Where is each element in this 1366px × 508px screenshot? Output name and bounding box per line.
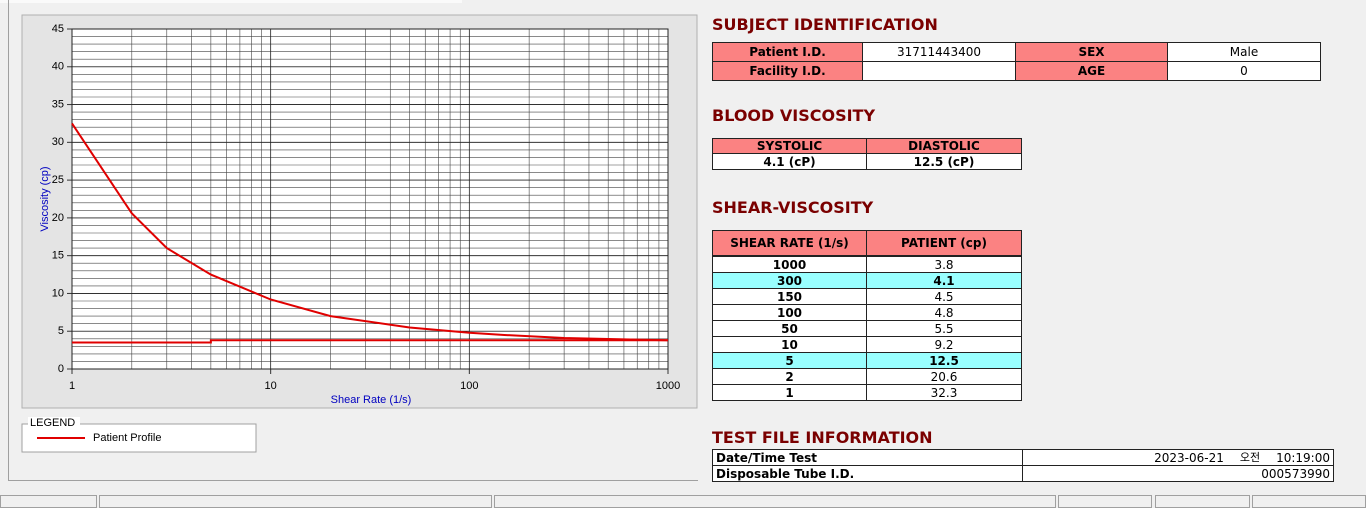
patient-viscosity: 5.5 <box>866 320 1022 337</box>
shear-rate: 1000 <box>712 256 867 273</box>
viscosity-value: 4.1 (cP) <box>712 153 867 170</box>
x-tick-label: 10 <box>265 380 277 392</box>
y-tick-label: 25 <box>52 174 64 186</box>
status-segment <box>1252 495 1366 508</box>
y-tick-label: 10 <box>52 287 64 299</box>
frame-left <box>8 0 9 481</box>
patient-viscosity: 32.3 <box>866 384 1022 401</box>
shear-rate: 50 <box>712 320 867 337</box>
section-title: SUBJECT IDENTIFICATION <box>712 15 938 34</box>
series-line <box>72 339 668 344</box>
column-header: SHEAR RATE (1/s) <box>712 230 867 256</box>
patient-viscosity: 4.5 <box>866 288 1022 305</box>
status-segment <box>494 495 1056 508</box>
y-tick-label: 35 <box>52 98 64 110</box>
shear-rate: 300 <box>712 272 867 289</box>
shear-rate: 1 <box>712 384 867 401</box>
value-meridiem: 오전 <box>1239 450 1261 464</box>
field-value <box>862 61 1016 81</box>
value-value: 000573990 <box>1261 466 1330 481</box>
status-segment <box>1058 495 1152 508</box>
x-tick-label: 100 <box>460 380 478 392</box>
x-tick-label: 1 <box>69 380 75 392</box>
shear-rate: 100 <box>712 304 867 321</box>
field-label: AGE <box>1015 61 1168 81</box>
y-tick-label: 30 <box>52 136 64 148</box>
x-axis-label: Shear Rate (1/s) <box>331 394 412 406</box>
shear-rate: 10 <box>712 336 867 353</box>
patient-viscosity: 20.6 <box>866 368 1022 385</box>
series-line <box>71 122 669 342</box>
column-header: PATIENT (cp) <box>866 230 1022 256</box>
section-title: SHEAR-VISCOSITY <box>712 198 874 217</box>
field-label: SEX <box>1015 42 1168 62</box>
y-tick-label: 15 <box>52 250 64 262</box>
status-segment <box>99 495 492 508</box>
y-axis-label: Viscosity (cp) <box>39 166 51 231</box>
legend-title-bg <box>28 417 80 429</box>
status-bar <box>0 495 1366 508</box>
column-header: DIASTOLIC <box>866 138 1022 154</box>
field-value: Male <box>1167 42 1321 62</box>
y-tick-label: 20 <box>52 212 64 224</box>
frame-bottom <box>8 480 698 481</box>
value-date: 2023-06-21 <box>1154 450 1224 465</box>
status-segment <box>1155 495 1250 508</box>
status-segment <box>0 495 97 508</box>
legend-title: LEGEND <box>30 417 75 429</box>
field-value: 31711443400 <box>862 42 1016 62</box>
legend-label: Patient Profile <box>93 432 161 444</box>
patient-viscosity: 4.1 <box>866 272 1022 289</box>
section-title: TEST FILE INFORMATION <box>712 428 933 447</box>
y-tick-label: 0 <box>58 363 64 375</box>
x-tick-label: 1000 <box>656 380 680 392</box>
field-value: 2023-06-21 오전 10:19:00 <box>1022 449 1334 466</box>
field-value: 0 <box>1167 61 1321 81</box>
value-time: 10:19:00 <box>1276 450 1330 465</box>
field-value: 000573990 <box>1022 465 1334 482</box>
patient-viscosity: 3.8 <box>866 256 1022 273</box>
patient-viscosity: 4.8 <box>866 304 1022 321</box>
section-title: BLOOD VISCOSITY <box>712 106 876 125</box>
field-label: Facility I.D. <box>712 61 863 81</box>
column-header: SYSTOLIC <box>712 138 867 154</box>
shear-rate: 150 <box>712 288 867 305</box>
field-label: Disposable Tube I.D. <box>712 465 1023 482</box>
field-label: Date/Time Test <box>712 449 1023 466</box>
y-tick-label: 5 <box>58 325 64 337</box>
plot-area <box>72 29 668 369</box>
patient-viscosity: 12.5 <box>866 352 1022 369</box>
patient-viscosity: 9.2 <box>866 336 1022 353</box>
chart: Shear Rate (1/s) Viscosity (cp) LEGEND 0… <box>21 14 698 453</box>
y-tick-label: 45 <box>52 23 64 35</box>
top-strip <box>0 0 462 3</box>
field-label: Patient I.D. <box>712 42 863 62</box>
shear-rate: 2 <box>712 368 867 385</box>
shear-rate: 5 <box>712 352 867 369</box>
y-tick-label: 40 <box>52 61 64 73</box>
viscosity-value: 12.5 (cP) <box>866 153 1022 170</box>
plot-border <box>71 28 669 370</box>
